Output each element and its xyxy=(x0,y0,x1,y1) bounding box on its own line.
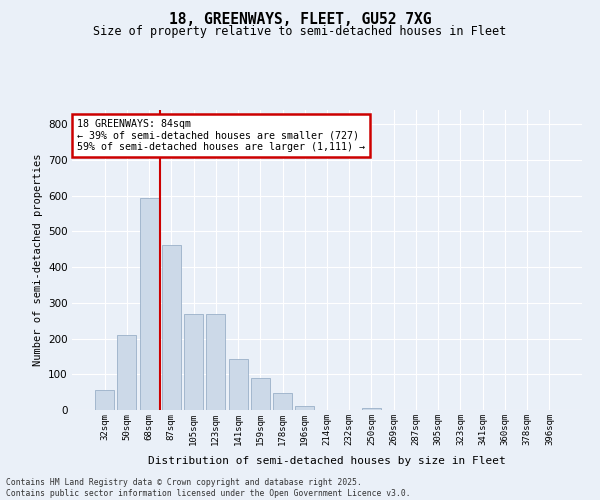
Text: 18 GREENWAYS: 84sqm
← 39% of semi-detached houses are smaller (727)
59% of semi-: 18 GREENWAYS: 84sqm ← 39% of semi-detach… xyxy=(77,119,365,152)
Bar xyxy=(118,335,136,410)
Bar xyxy=(95,390,114,410)
Bar xyxy=(229,359,248,410)
Y-axis label: Number of semi-detached properties: Number of semi-detached properties xyxy=(32,154,43,366)
Bar xyxy=(295,406,314,410)
Bar xyxy=(184,314,203,410)
Text: 18, GREENWAYS, FLEET, GU52 7XG: 18, GREENWAYS, FLEET, GU52 7XG xyxy=(169,12,431,28)
Bar xyxy=(273,393,292,410)
Bar xyxy=(251,378,270,410)
Text: Contains HM Land Registry data © Crown copyright and database right 2025.
Contai: Contains HM Land Registry data © Crown c… xyxy=(6,478,410,498)
X-axis label: Distribution of semi-detached houses by size in Fleet: Distribution of semi-detached houses by … xyxy=(148,456,506,466)
Bar xyxy=(362,408,381,410)
Text: Size of property relative to semi-detached houses in Fleet: Size of property relative to semi-detach… xyxy=(94,25,506,38)
Bar xyxy=(162,245,181,410)
Bar xyxy=(206,314,225,410)
Bar xyxy=(140,198,158,410)
